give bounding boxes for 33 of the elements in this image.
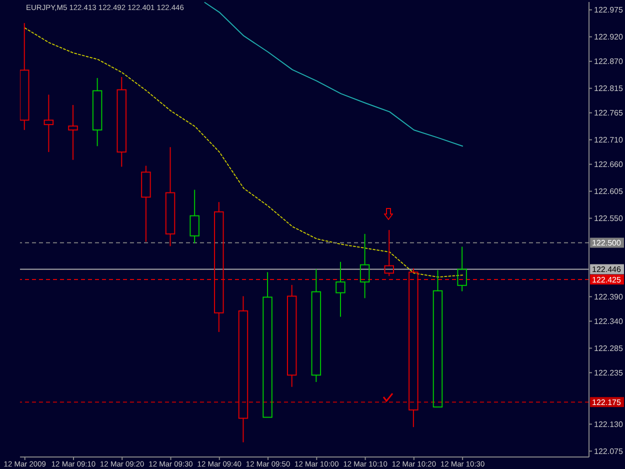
y-tick-label: 122.390 [594,292,624,302]
candlestick [286,284,297,388]
candlestick [116,76,127,168]
y-tick-label: 122.605 [594,187,624,196]
candlestick [44,94,54,153]
y-tick-label: 122.340 [594,317,624,326]
y-tick-label: 122.920 [594,32,624,42]
y-tick-label: 122.765 [594,108,624,118]
y-tick-label: 122.130 [594,420,624,429]
candlestick [165,146,176,247]
line-series [204,2,464,147]
ref-line-label: 122.500 [592,238,622,248]
y-tick-label: 122.710 [594,136,624,145]
y-tick-label: 122.660 [594,160,624,170]
candlestick [238,296,248,443]
y-tick-label: 122.975 [594,6,624,15]
ref-line-label: 122.175 [592,398,622,408]
candlestick [92,77,102,147]
candlestick [68,104,78,160]
ref-line-label: 122.425 [592,276,622,285]
candlestick [336,261,346,318]
y-tick-label: 122.285 [594,344,624,353]
ref-line-label: 122.446 [592,265,622,274]
candlestick [360,233,370,299]
candlestick [20,22,30,130]
y-tick-label: 122.550 [594,214,624,224]
candlestick [190,189,200,244]
y-tick-label: 122.815 [594,84,624,94]
y-tick-label: 122.235 [594,368,624,378]
candlestick [311,268,322,382]
y-tick-label: 122.075 [594,446,624,456]
y-tick-label: 122.870 [594,57,624,66]
candlestick [457,246,467,292]
